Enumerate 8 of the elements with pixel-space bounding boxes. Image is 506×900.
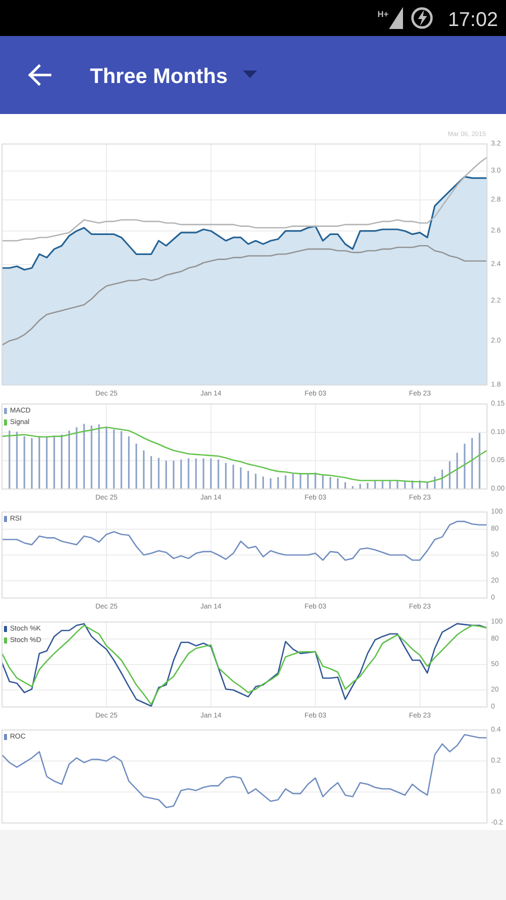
line-series: [2, 734, 487, 808]
line-series: [2, 156, 487, 242]
line-series: [2, 245, 487, 346]
line-series: [2, 426, 487, 483]
chart-title: Three Months: [90, 65, 228, 88]
text: 17:02: [448, 9, 498, 31]
text: H+: [377, 9, 389, 19]
line-series: [2, 520, 487, 561]
